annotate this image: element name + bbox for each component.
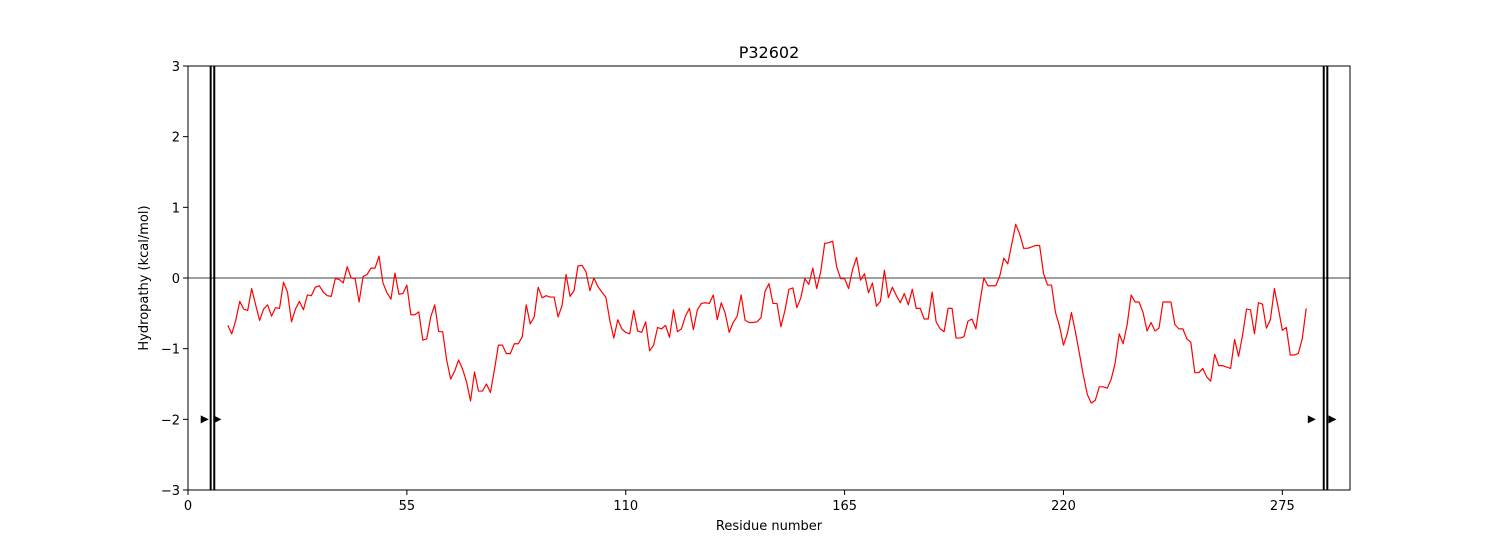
x-axis-label: Residue number [716,519,823,534]
arrow-marker-1 [213,415,222,424]
x-tick-label-3: 165 [832,499,857,514]
y-tick-label-6: 3 [172,60,180,75]
x-tick-label-5: 275 [1270,499,1295,514]
y-axis: −3 −2 −1 0 1 2 3 [161,60,188,499]
chart-title: P32602 [739,43,800,62]
plot-area [187,65,1351,491]
y-tick-label-3: 0 [172,272,180,287]
y-axis-label: Hydropathy (kcal/mol) [137,205,152,350]
y-tick-label-5: 2 [172,131,180,146]
y-tick-label-0: −3 [161,484,180,499]
hydropathy-line-0 [227,223,1307,404]
y-tick-label-1: −2 [161,413,180,428]
y-tick-label-4: 1 [172,201,180,216]
x-tick-label-4: 220 [1051,499,1076,514]
x-tick-label-1: 55 [399,499,416,514]
x-tick-label-2: 110 [613,499,638,514]
x-axis: 0 55 110 165 220 275 [184,490,1295,514]
arrow-marker-0 [200,415,209,424]
y-tick-label-2: −1 [161,343,180,358]
arrow-marker-3 [1328,415,1337,424]
x-tick-label-0: 0 [184,499,192,514]
arrow-marker-2 [1307,415,1316,424]
